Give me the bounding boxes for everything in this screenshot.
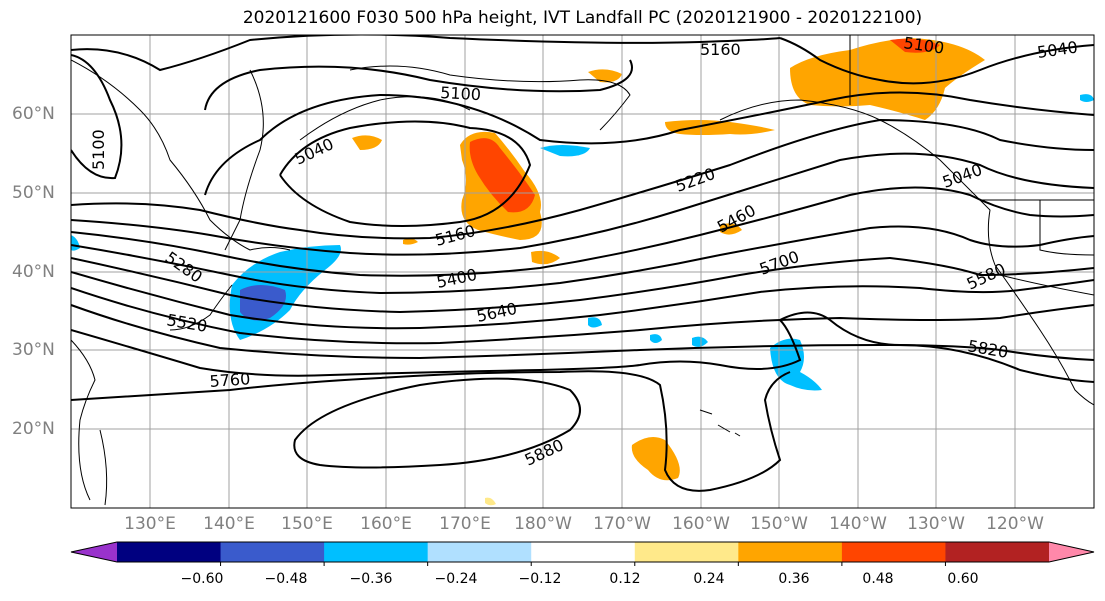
lon-label: 140°E — [203, 514, 255, 534]
lon-label: 130°W — [907, 514, 965, 534]
colorbar-outline — [70, 541, 1095, 563]
colorbar-tick-label: 0.24 — [693, 571, 725, 587]
colorbar-extend-high — [1049, 542, 1094, 562]
colorbar-tick-label: 0.36 — [778, 571, 810, 587]
lon-label: 150°W — [750, 514, 808, 534]
colorbar-segment — [634, 542, 739, 562]
contour-label: 5100 — [440, 83, 482, 104]
lon-label: 170°E — [439, 514, 491, 534]
map-frame — [70, 34, 1095, 509]
lat-label: 40°N — [12, 262, 55, 282]
colorbar-segment — [841, 542, 946, 562]
colorbar-segment — [738, 542, 843, 562]
colorbar-segment — [117, 542, 222, 562]
colorbar-segment — [324, 542, 429, 562]
colorbar-tick-label: −0.24 — [434, 571, 478, 587]
ivt-negative-regions — [71, 94, 1094, 391]
lon-label: 130°E — [124, 514, 176, 534]
colorbar-segment — [220, 542, 325, 562]
chart-title: 2020121600 F030 500 hPa height, IVT Land… — [242, 8, 923, 28]
contour-label: 5100 — [902, 33, 945, 57]
contour-label: 5760 — [209, 369, 251, 391]
lat-label: 50°N — [12, 183, 55, 203]
height-contours — [71, 35, 1094, 492]
lon-label: 170°W — [593, 514, 651, 534]
colorbar-tick-label: −0.48 — [264, 571, 308, 587]
lon-label: 120°W — [986, 514, 1044, 534]
colorbar-tick-label: −0.60 — [180, 571, 224, 587]
lat-label: 20°N — [12, 419, 55, 439]
lon-label: 180°W — [514, 514, 572, 534]
colorbar-segment — [427, 542, 532, 562]
lon-label: 160°E — [360, 514, 412, 534]
lon-label: 140°W — [829, 514, 887, 534]
contour-label: 5100 — [89, 129, 108, 170]
lat-label: 60°N — [12, 104, 55, 124]
colorbar-segment — [945, 542, 1050, 562]
colorbar-tick-label: 0.12 — [609, 571, 641, 587]
lon-label: 150°E — [281, 514, 333, 534]
colorbar-tick-label: −0.36 — [349, 571, 393, 587]
colorbar-tick-label: −0.12 — [518, 571, 562, 587]
lon-label: 160°W — [672, 514, 730, 534]
colorbar-tick-label: 0.48 — [862, 571, 894, 587]
colorbar-segment — [531, 542, 636, 562]
contour-label: 5160 — [700, 40, 741, 59]
colorbar-tick-label: 0.60 — [947, 571, 979, 587]
colorbar-extend-low — [71, 542, 117, 562]
lat-label: 30°N — [12, 340, 55, 360]
